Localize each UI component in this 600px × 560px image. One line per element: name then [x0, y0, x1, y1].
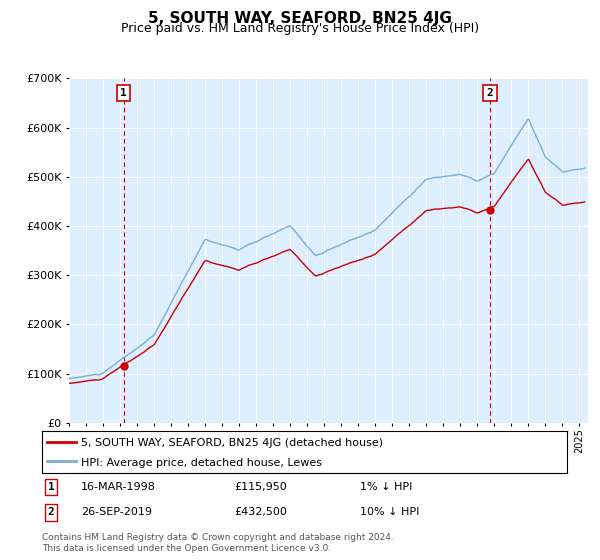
Text: £432,500: £432,500	[234, 507, 287, 517]
Text: 1: 1	[120, 88, 127, 98]
Text: 26-SEP-2019: 26-SEP-2019	[81, 507, 152, 517]
Text: 1: 1	[47, 482, 55, 492]
Text: Price paid vs. HM Land Registry's House Price Index (HPI): Price paid vs. HM Land Registry's House …	[121, 22, 479, 35]
Text: £115,950: £115,950	[234, 482, 287, 492]
Text: 2: 2	[47, 507, 55, 517]
Text: 1% ↓ HPI: 1% ↓ HPI	[360, 482, 412, 492]
Text: 5, SOUTH WAY, SEAFORD, BN25 4JG (detached house): 5, SOUTH WAY, SEAFORD, BN25 4JG (detache…	[82, 438, 383, 448]
Text: 5, SOUTH WAY, SEAFORD, BN25 4JG: 5, SOUTH WAY, SEAFORD, BN25 4JG	[148, 11, 452, 26]
Text: Contains HM Land Registry data © Crown copyright and database right 2024.
This d: Contains HM Land Registry data © Crown c…	[42, 533, 394, 553]
Text: 10% ↓ HPI: 10% ↓ HPI	[360, 507, 419, 517]
Text: 16-MAR-1998: 16-MAR-1998	[81, 482, 156, 492]
Text: 2: 2	[487, 88, 493, 98]
Text: HPI: Average price, detached house, Lewes: HPI: Average price, detached house, Lewe…	[82, 458, 322, 468]
